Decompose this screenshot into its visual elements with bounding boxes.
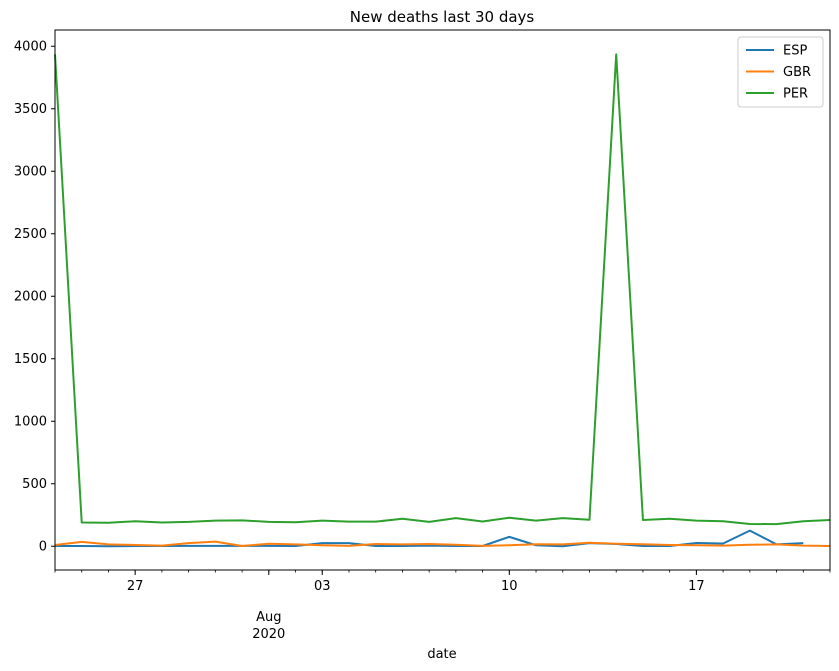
x-tick-label: 17 <box>688 579 705 594</box>
y-tick-label: 0 <box>39 539 47 554</box>
y-tick-label: 2500 <box>14 227 47 242</box>
chart-title: New deaths last 30 days <box>350 8 535 26</box>
legend-label-gbr: GBR <box>783 65 811 80</box>
legend: ESP GBR PER <box>737 36 824 108</box>
y-tick-label: 3000 <box>14 164 47 179</box>
series-line-per <box>54 53 831 526</box>
x-tick-label: 27 <box>127 579 144 594</box>
legend-box <box>737 36 824 108</box>
y-tick-label: 4000 <box>14 39 47 54</box>
y-tick-label: 1000 <box>14 414 47 429</box>
y-axis: 0 500 1000 1500 2000 2500 3000 3500 4000 <box>14 39 55 554</box>
x-tick-label: 10 <box>501 579 518 594</box>
y-tick-label: 500 <box>22 477 47 492</box>
legend-label-per: PER <box>783 87 808 102</box>
y-tick-label: 3500 <box>14 102 47 117</box>
x-axis-label: date <box>427 647 456 662</box>
plot-area-frame <box>54 29 831 571</box>
x-tick-label: 03 <box>314 579 331 594</box>
y-tick-label: 1500 <box>14 352 47 367</box>
legend-label-esp: ESP <box>783 44 807 59</box>
series-line-gbr <box>54 540 831 547</box>
x-axis: 27 03 10 17 Aug 2020 <box>54 570 831 642</box>
y-tick-label: 2000 <box>14 289 47 304</box>
series-layer <box>54 53 831 548</box>
x-year-label: 2020 <box>252 627 285 642</box>
x-month-label: Aug <box>256 610 281 625</box>
